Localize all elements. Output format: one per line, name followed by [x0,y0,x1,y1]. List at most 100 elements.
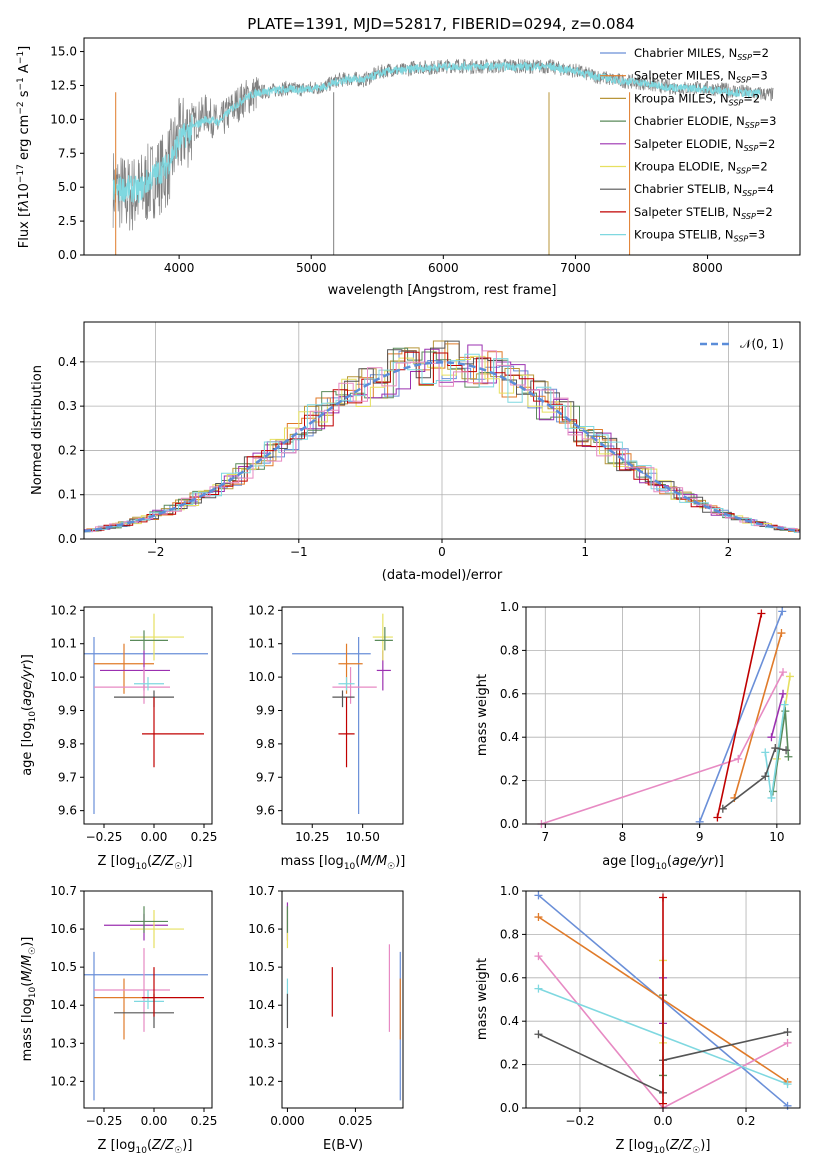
histogram-legend: 𝒩(0, 1) [700,337,784,351]
x-tick-label: 0.25 [191,830,218,844]
y-tick-label: 10.0 [50,112,77,126]
plus-marker [534,1030,543,1039]
plus-marker [771,744,780,753]
x-tick-label: 0.025 [338,1114,372,1128]
y-tick-label: 9.8 [58,737,77,751]
y-tick-label: 0.4 [58,355,77,369]
x-tick-label: 0.00 [141,830,168,844]
y-tick-label: 0.4 [500,1014,519,1028]
legend-label: Chabrier ELODIE, NSSP=3 [634,114,776,130]
y-tick-label: 10.0 [248,670,275,684]
plus-marker [534,952,543,961]
y-tick-label: 9.6 [256,804,275,818]
massZ-xlabel: Z [log10(Z/Z☉)] [98,1138,193,1156]
histogram-ylabel: Normed distribution [30,365,45,495]
y-tick-label: 10.2 [50,1074,77,1088]
massE-errorbars [286,902,401,1101]
plus-marker [779,668,788,677]
weight-line [698,611,783,823]
y-tick-label: 10.6 [50,922,77,936]
y-tick-label: 10.1 [50,637,77,651]
massweight-vs-age-panel: 7 8 9 10 0.0 0.2 0.4 0.6 0.8 1.0 age [log10(age/… [475,600,801,872]
plus-marker [713,813,722,822]
residual-histogram-panel: −2 −1 0 1 2 0.0 0.1 0.2 0.3 0.4 (data-model)/err… [30,321,801,583]
weight-line [716,613,763,818]
legend-label: Chabrier MILES, NSSP=2 [634,46,769,62]
weight-line [722,747,787,810]
y-tick-label: 0.8 [500,643,519,657]
model-spectrum-line [112,60,761,203]
y-tick-label: 9.9 [256,703,275,717]
mass-vs-metallicity-panel: −0.25 0.00 0.25 10.2 10.3 10.4 10.5 10.6 10.7 Z… [20,884,217,1156]
plus-marker [761,748,770,757]
x-tick-label: −2 [147,545,165,559]
ageM-xlabel: mass [log10(M/M☉)] [281,854,406,872]
x-tick-label: 8000 [692,261,723,275]
plus-marker [534,913,543,922]
x-tick-label: 7 [541,830,549,844]
y-tick-label: 0.6 [500,971,519,985]
ageZ-axes-frame [83,606,213,825]
y-tick-label: 10.5 [248,960,275,974]
spectrum-ylabel: Flux [fλ10−17 erg cm−2 s−1 A−1] [16,46,32,248]
y-tick-label: 0.2 [500,1058,519,1072]
x-tick-label: 0.2 [736,1114,755,1128]
mwA-axes-frame [525,606,801,825]
ageZ-errorbars [84,613,208,814]
spectrum-legend: Chabrier MILES, NSSP=2 Salpeter MILES, NS… [600,46,776,244]
x-tick-label: 6000 [428,261,459,275]
spectrum-xlabel: wavelength [Angstrom, rest frame] [328,283,557,298]
x-tick-label: 2 [725,545,733,559]
ageZ-xlabel: Z [log10(Z/Z☉)] [98,854,193,872]
y-tick-label: 15.0 [50,45,77,59]
mwZ-xlabel: Z [log10(Z/Z☉)] [616,1138,711,1156]
plus-marker [718,804,727,813]
y-tick-label: 9.7 [256,770,275,784]
y-tick-label: 5.0 [58,180,77,194]
y-tick-label: 10.3 [50,1036,77,1050]
weight-line [733,632,783,799]
x-tick-label: 10.25 [295,830,329,844]
plus-marker [779,689,788,698]
plus-marker [785,672,794,681]
spectrum-panel: PLATE=1391, MJD=52817, FIBERID=0294, z=0… [16,15,801,298]
y-tick-label: 1.0 [500,884,519,898]
y-tick-label: 10.3 [248,1036,275,1050]
y-tick-label: 0.0 [500,817,519,831]
y-tick-label: 10.7 [248,884,275,898]
weight-line [541,671,784,825]
plus-marker [757,609,766,618]
ageM-axes-frame [281,606,404,825]
x-tick-label: 0 [438,545,446,559]
x-tick-label: −1 [290,545,308,559]
x-tick-label: 0.000 [270,1114,304,1128]
normal-curve [84,361,800,533]
mass-vs-ebv-panel: 0.000 0.025 10.2 10.3 10.4 10.5 10.6 10.7 E(B-… [248,884,404,1153]
mwZ-ylabel: mass weight [475,958,490,1040]
plus-marker [784,752,793,761]
plus-marker [734,754,743,763]
age-vs-metallicity-panel: −0.25 0.00 0.25 9.6 9.7 9.8 9.9 10.0 10.1 10.2 Z… [20,603,217,872]
massZ-axes-frame [83,890,213,1109]
y-tick-label: 9.6 [58,804,77,818]
y-tick-label: 0.8 [500,927,519,941]
x-tick-label: −0.25 [86,1114,123,1128]
y-tick-label: 9.9 [58,703,77,717]
x-tick-label: 0.25 [191,1114,218,1128]
y-tick-label: 10.4 [50,998,77,1012]
plus-marker [767,733,776,742]
weight-line [770,693,784,738]
plus-marker [659,893,667,902]
x-tick-label: 9 [696,830,704,844]
x-tick-label: 10 [769,830,784,844]
x-tick-label: 0.00 [141,1114,168,1128]
y-tick-label: 10.6 [248,922,275,936]
age-vs-mass-panel: 10.25 10.50 9.6 9.7 9.8 9.9 10.0 10.1 10.2 mass… [248,603,405,872]
histogram-xlabel: (data-model)/error [382,568,503,583]
y-tick-label: 7.5 [58,146,77,160]
plus-marker [659,1099,667,1108]
y-tick-label: 9.7 [58,770,77,784]
plus-marker [780,700,789,709]
legend-label: Salpeter ELODIE, NSSP=2 [634,137,775,153]
